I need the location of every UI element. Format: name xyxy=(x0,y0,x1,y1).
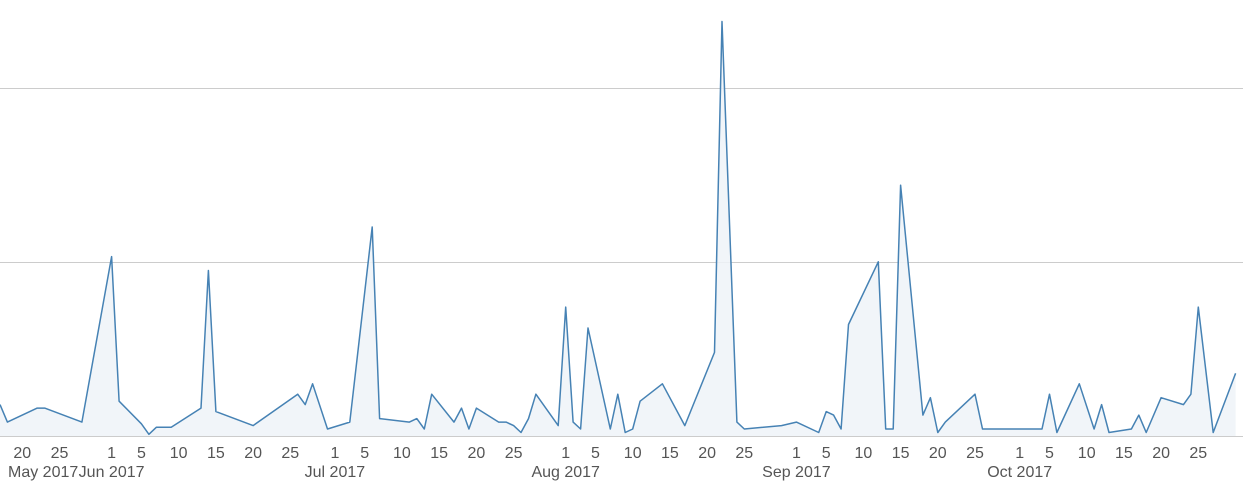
series-line-1 xyxy=(0,20,1237,436)
x-month-label: Jul 2017 xyxy=(305,464,366,481)
x-tick-label: 5 xyxy=(822,445,831,462)
x-tick-label: 5 xyxy=(591,445,600,462)
x-tick-label: 25 xyxy=(1189,445,1207,462)
x-tick-label: 1 xyxy=(1015,445,1024,462)
x-tick-label: 15 xyxy=(1115,445,1133,462)
x-tick-label: 25 xyxy=(281,445,299,462)
x-tick-label: 15 xyxy=(892,445,910,462)
x-tick-label: 10 xyxy=(855,445,873,462)
x-month-label: Jun 2017 xyxy=(79,464,145,481)
x-tick-label: 25 xyxy=(966,445,984,462)
x-tick-label: 15 xyxy=(207,445,225,462)
series-area-1 xyxy=(0,21,1236,436)
x-axis: 20 25 1 5 10 15 20 25 1 5 10 15 20 25 1 5 10 15 20 25 1 5 10 15… xyxy=(8,445,1207,481)
x-tick-label: 20 xyxy=(1152,445,1170,462)
x-tick-label: 25 xyxy=(51,445,69,462)
x-tick-label: 10 xyxy=(393,445,411,462)
x-tick-label: 25 xyxy=(505,445,523,462)
x-tick-label: 20 xyxy=(468,445,486,462)
x-tick-label: 1 xyxy=(792,445,801,462)
x-tick-label: 10 xyxy=(1078,445,1096,462)
x-tick-label: 5 xyxy=(1045,445,1054,462)
x-month-label: Aug 2017 xyxy=(531,464,600,481)
x-tick-label: 1 xyxy=(561,445,570,462)
x-month-label: Oct 2017 xyxy=(987,464,1052,481)
x-tick-label: 10 xyxy=(170,445,188,462)
x-tick-label: 10 xyxy=(624,445,642,462)
x-tick-label: 20 xyxy=(244,445,262,462)
x-tick-label: 1 xyxy=(107,445,116,462)
y-gridlines xyxy=(0,88,1243,437)
x-tick-label: 25 xyxy=(735,445,753,462)
x-tick-label: 20 xyxy=(698,445,716,462)
x-tick-label: 5 xyxy=(137,445,146,462)
x-tick-label: 15 xyxy=(430,445,448,462)
x-tick-label: 1 xyxy=(330,445,339,462)
x-tick-label: 20 xyxy=(13,445,31,462)
x-tick-label: 5 xyxy=(360,445,369,462)
plot-area xyxy=(0,20,1237,436)
x-month-label: May 2017 xyxy=(8,464,78,481)
x-month-label: Sep 2017 xyxy=(762,464,831,481)
x-tick-label: 20 xyxy=(929,445,947,462)
x-tick-label: 15 xyxy=(661,445,679,462)
